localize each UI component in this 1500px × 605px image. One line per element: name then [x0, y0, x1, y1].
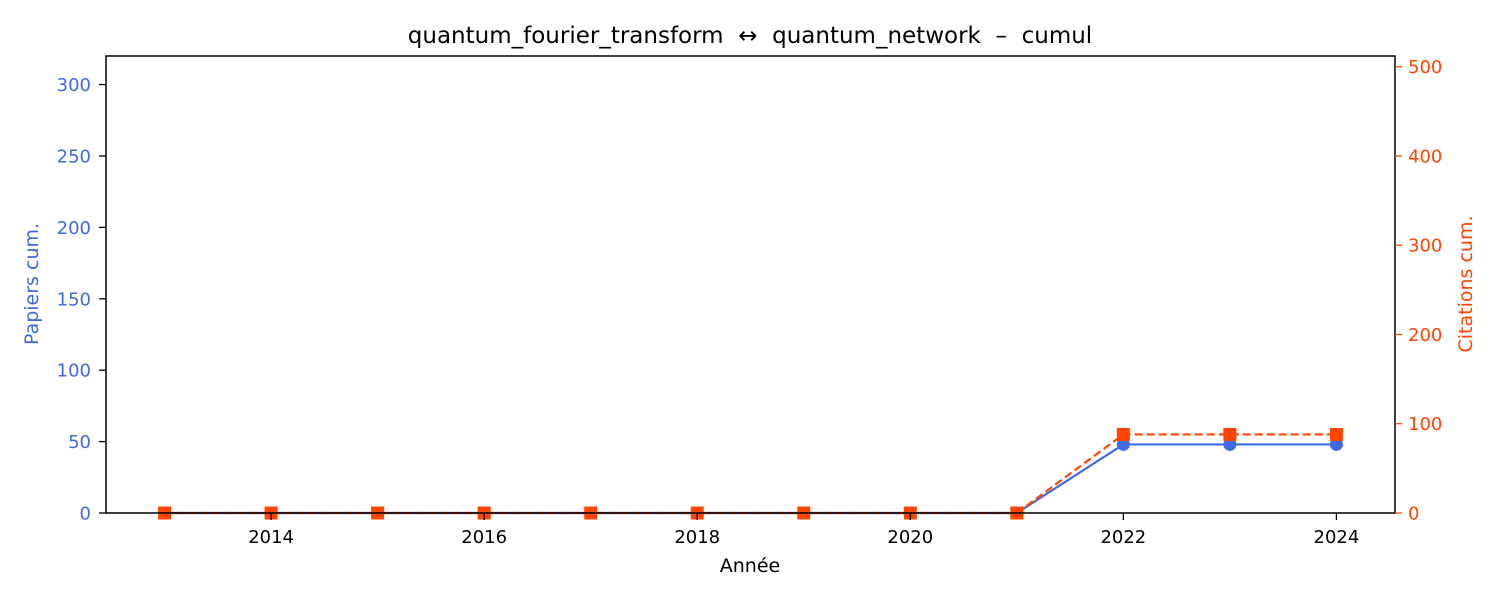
- y-left-tick-label: 0: [80, 504, 91, 525]
- x-tick-label: 2020: [887, 527, 933, 548]
- y-right-tick-label: 0: [1408, 504, 1419, 525]
- papers-data-point: [1116, 437, 1130, 451]
- y-axis-right: 0 100 200 300 400 500: [1395, 57, 1442, 525]
- y-axis-right-label: Citations cum.: [1455, 215, 1477, 352]
- y-right-tick-label: 200: [1408, 325, 1442, 346]
- y-right-tick-label: 300: [1408, 236, 1442, 257]
- y-left-tick-label: 50: [68, 432, 91, 453]
- y-left-tick-label: 100: [57, 361, 91, 382]
- x-tick-label: 2018: [674, 527, 720, 548]
- y-axis-left: 0 50 100 150 200 250 300: [57, 75, 106, 525]
- y-left-tick-label: 200: [57, 218, 91, 239]
- x-tick-label: 2014: [248, 527, 294, 548]
- x-axis: 2014 2016 2018 2020 2022 2024: [248, 513, 1359, 548]
- y-right-tick-label: 500: [1408, 57, 1442, 78]
- y-left-tick-label: 300: [57, 75, 91, 96]
- y-right-tick-label: 400: [1408, 146, 1442, 167]
- citations-data-point: [1329, 427, 1343, 441]
- papers-data-point: [1329, 437, 1343, 451]
- y-left-tick-label: 150: [57, 289, 91, 310]
- plot-frame: [105, 55, 1396, 514]
- x-axis-label: Année: [720, 555, 780, 577]
- chart-title: quantum_fourier_transform ↔ quantum_netw…: [408, 23, 1092, 49]
- x-tick-label: 2024: [1314, 527, 1360, 548]
- y-left-tick-label: 250: [57, 146, 91, 167]
- x-tick-label: 2022: [1100, 527, 1146, 548]
- citations-data-point: [1116, 427, 1130, 441]
- citations-data-point: [1223, 427, 1237, 441]
- papers-data-point: [1223, 437, 1237, 451]
- y-axis-left-label: Papiers cum.: [21, 223, 43, 345]
- x-tick-label: 2016: [461, 527, 507, 548]
- y-right-tick-label: 100: [1408, 414, 1442, 435]
